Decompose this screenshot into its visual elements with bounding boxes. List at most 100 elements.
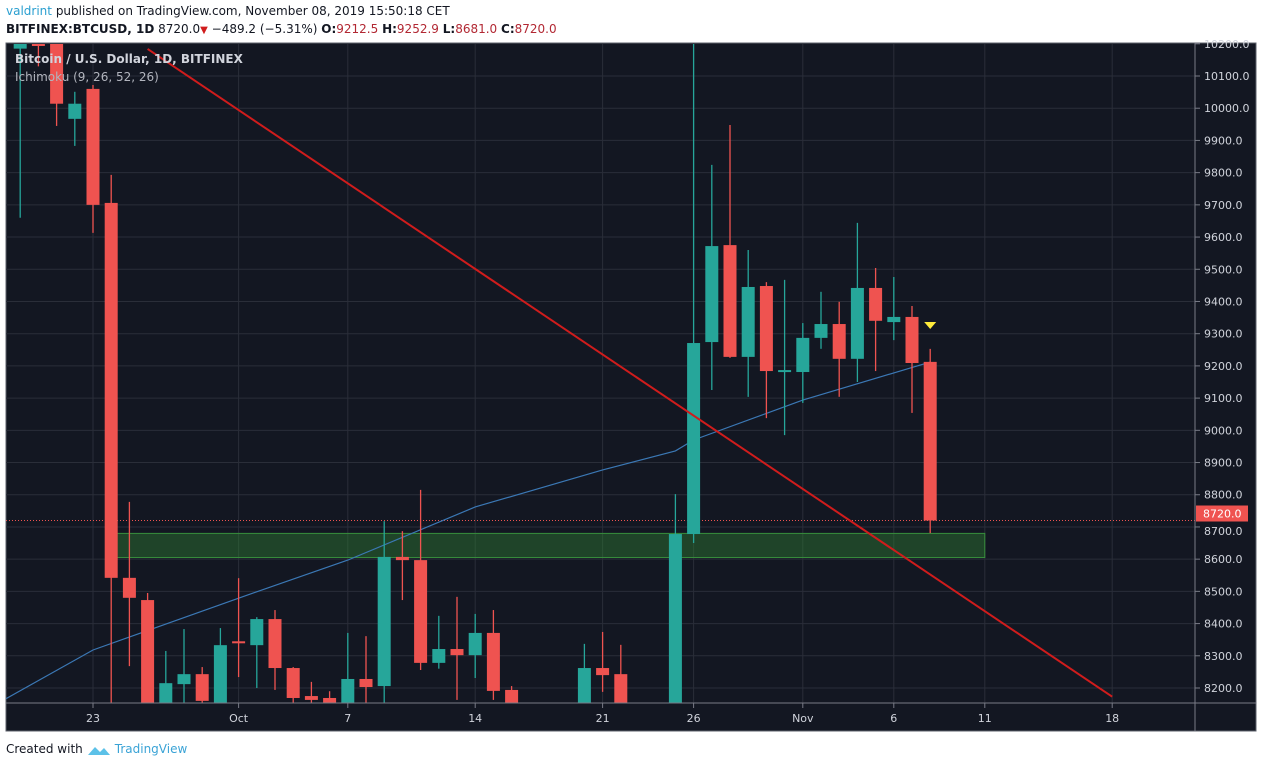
tradingview-link[interactable]: TradingView [114, 742, 188, 756]
candle [323, 691, 337, 703]
y-tick-label: 9900.0 [1204, 134, 1243, 147]
candle [887, 277, 901, 341]
candle-body [268, 619, 282, 669]
x-tick-label: Nov [792, 712, 814, 725]
y-tick-label: 8400.0 [1204, 618, 1243, 631]
footer: Created with TradingView [6, 742, 187, 757]
candle [232, 578, 246, 678]
ichimoku-line [6, 361, 931, 700]
x-tick-label: 18 [1105, 712, 1119, 725]
candle [723, 124, 737, 358]
chart-title: Bitcoin / U.S. Dollar, 1D, BITFINEX [15, 52, 243, 66]
y-tick-label: 9100.0 [1204, 392, 1243, 405]
close-label: C: [501, 22, 515, 36]
close-value: 8720.0 [514, 22, 557, 36]
indicator-label[interactable]: Ichimoku (9, 26, 52, 26) [15, 70, 159, 84]
y-tick-label: 10000.0 [1204, 102, 1250, 115]
candle-body [177, 674, 191, 685]
author-link[interactable]: valdrint [6, 4, 52, 18]
candle-body [468, 632, 482, 656]
candle [468, 613, 482, 679]
y-tick-label: 8200.0 [1204, 682, 1243, 695]
y-tick-label: 8500.0 [1204, 585, 1243, 598]
candle-body [596, 668, 610, 676]
candle-body [104, 202, 118, 578]
candle-body [86, 88, 100, 205]
candle-body [68, 103, 82, 119]
time-axis[interactable]: 23 Oct 7 14 21 26 Nov 6 11 18 [86, 703, 1119, 725]
candle-body [796, 337, 810, 373]
candle [687, 44, 701, 544]
x-tick-label: 21 [596, 712, 610, 725]
candle [141, 592, 155, 703]
y-tick-label: 9600.0 [1204, 231, 1243, 244]
candle [814, 291, 828, 349]
candle-body [850, 287, 864, 359]
signal-marker [924, 321, 937, 329]
candle-body [705, 246, 719, 343]
y-tick-label: 9400.0 [1204, 295, 1243, 308]
grid [6, 44, 1195, 703]
candle-body [832, 324, 846, 359]
candle [505, 686, 519, 703]
y-tick-label: 8600.0 [1204, 553, 1243, 566]
candle-body [905, 316, 919, 364]
candle [213, 628, 227, 703]
trendline [147, 48, 1113, 698]
x-tick-label: Oct [229, 712, 249, 725]
open-label: O: [321, 22, 337, 36]
candle [741, 249, 755, 397]
candle [668, 494, 682, 703]
candle-body [887, 316, 901, 323]
candle-body [304, 696, 318, 700]
candle [832, 301, 846, 397]
candle [304, 681, 318, 703]
candle-body [50, 44, 64, 104]
y-tick-label: 10200.0 [1204, 38, 1250, 51]
candle [286, 667, 300, 703]
created-with-text: Created with [6, 742, 83, 756]
candle-body [759, 286, 773, 372]
candle-body [414, 560, 428, 663]
candle-body [286, 668, 300, 698]
candle [31, 44, 45, 67]
last-price: 8720.0 [158, 22, 201, 36]
candle [432, 615, 446, 669]
candle [68, 91, 82, 146]
candle [177, 629, 191, 703]
candle-body [232, 641, 246, 644]
candle [414, 489, 428, 670]
y-tick-label: 9300.0 [1204, 328, 1243, 341]
candle [395, 531, 409, 601]
candle [359, 636, 373, 703]
x-tick-label: 23 [86, 712, 100, 725]
publish-text: published on TradingView.com, November 0… [55, 4, 450, 18]
candle [268, 610, 282, 690]
last-price-badge [1196, 505, 1248, 522]
x-tick-label: 14 [468, 712, 482, 725]
candle-body [432, 649, 446, 663]
candle [250, 617, 264, 688]
candle [905, 305, 919, 413]
candle-body [814, 324, 828, 338]
candle [486, 610, 500, 700]
candle-body [614, 674, 628, 703]
candle [850, 222, 864, 383]
candle [923, 348, 937, 534]
candle [577, 643, 591, 703]
x-tick-label: 7 [344, 712, 351, 725]
publish-info: valdrint published on TradingView.com, N… [6, 4, 450, 19]
candle-body [159, 683, 173, 703]
price-axis[interactable]: 8200.0 8300.0 8400.0 8500.0 8600.0 8700.0 8800… [1195, 38, 1250, 695]
low-label: L: [442, 22, 456, 36]
plot-area [6, 44, 1195, 703]
candle [796, 323, 810, 403]
chart-background [5, 42, 1257, 732]
candle [13, 44, 27, 218]
last-price-label: 8720.0 [1203, 508, 1242, 521]
candle [86, 85, 100, 233]
candle [869, 267, 883, 372]
candle-body [869, 287, 883, 321]
y-tick-label: 8300.0 [1204, 650, 1243, 663]
